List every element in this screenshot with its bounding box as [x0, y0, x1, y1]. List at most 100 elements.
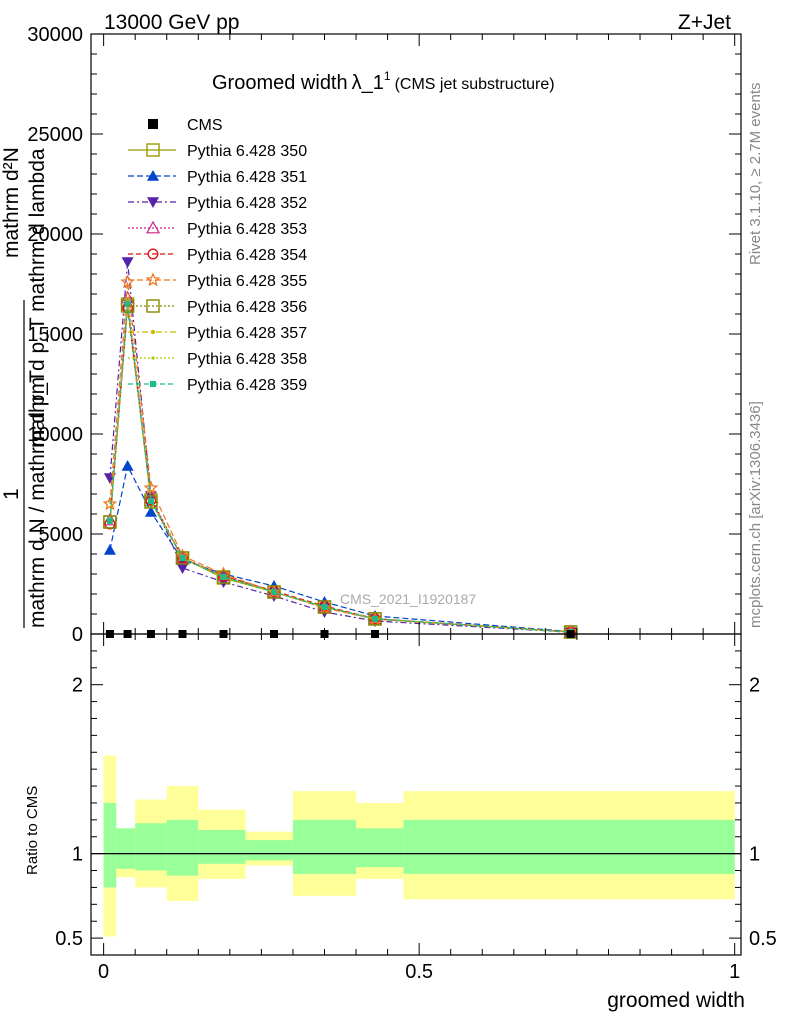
mc-point-triangle-down	[121, 257, 134, 268]
xtick-label: 0	[98, 961, 109, 983]
series-10	[106, 301, 574, 635]
mc-point-square-filled	[124, 301, 131, 307]
ytick-label: 5000	[39, 524, 84, 546]
ratio-green-band	[166, 819, 199, 876]
rivet-version-label: Rivet 3.1.10, ≥ 2.7M events	[747, 83, 764, 266]
series-5	[104, 302, 577, 638]
mc-point-square-open	[175, 551, 190, 565]
mcplots-label: mcplots.cern.ch [arXiv:1306.3436]	[747, 401, 764, 628]
legend-label: Pythia 6.428 355	[187, 273, 307, 290]
ratio-green-band	[116, 828, 136, 869]
ratio-plot-frame	[90, 633, 742, 956]
mc-point-square-open	[317, 600, 332, 614]
series-3	[103, 257, 577, 639]
mc-point-circle-open	[145, 494, 157, 506]
mc-point-star-open	[145, 272, 161, 287]
axes: 0 5000 10000 15000 20000 25000 30000 0 0.5 1 0.5 0.…	[27, 24, 776, 983]
legend-marker	[147, 197, 159, 208]
mc-point-square-filled	[147, 498, 154, 504]
ytick-label: 15000	[27, 324, 83, 346]
series-7	[103, 299, 578, 639]
plot-title: Groomed width λ_11 (CMS jet substructure)	[212, 69, 555, 94]
ytick-label: 30000	[27, 24, 83, 46]
mc-point-square-open	[146, 299, 160, 313]
legend-label: Pythia 6.428 350	[187, 143, 307, 160]
mc-point-triangle-down	[176, 563, 189, 574]
mc-point-triangle-up	[147, 170, 159, 181]
mc-point-triangle-up	[144, 506, 157, 517]
main-ylabel: mathrm d N / mathrm d p_T 1 mathrm d²N m…	[0, 147, 49, 628]
legend-label: Pythia 6.428 356	[187, 299, 307, 316]
legend-marker	[146, 143, 160, 157]
mc-point-square-filled	[371, 615, 378, 622]
series-line	[109, 307, 571, 633]
ytick-label: 0	[72, 624, 83, 646]
series-line	[109, 303, 571, 633]
ratio-ytick-label-right: 2	[749, 675, 760, 697]
ratio-ytick-label: 2	[72, 675, 83, 697]
mc-point-star-open	[120, 274, 135, 289]
ratio-green-band	[403, 819, 735, 874]
legend-marker	[147, 248, 159, 260]
ytick-label: 20000	[27, 224, 83, 246]
mc-curves	[102, 257, 578, 639]
series-line	[109, 261, 571, 633]
ratio-green-band	[356, 828, 404, 868]
energy-label: 13000 GeV pp	[104, 11, 239, 34]
mc-point-square-filled	[271, 589, 278, 595]
ratio-ytick-label: 0.5	[55, 928, 83, 950]
legend-label: Pythia 6.428 353	[187, 221, 307, 238]
legend-marker	[145, 272, 161, 287]
main-ylabel-line4: mathrm d N / mathrm d p_T	[26, 370, 49, 628]
mc-point-square-open	[146, 143, 160, 157]
legend-marker	[150, 381, 156, 387]
mc-point-dot	[150, 329, 156, 335]
mc-point-triangle-open	[145, 220, 161, 234]
mc-point-triangle-up	[121, 460, 134, 471]
main-ylabel-line3: 1	[0, 488, 23, 500]
ratio-green-band	[103, 802, 117, 888]
ratio-green-band	[245, 840, 293, 861]
mc-point-circle-open	[147, 248, 159, 260]
legend-marker	[150, 329, 156, 335]
ratio-ylabel: Ratio to CMS	[24, 786, 41, 875]
series-6	[102, 274, 578, 639]
legend-marker	[146, 299, 160, 313]
mc-point-circle-open	[177, 552, 188, 564]
legend-marker	[151, 356, 155, 360]
ratio-green-band	[135, 823, 167, 871]
series-line	[109, 301, 571, 633]
mc-point-dot-small	[151, 356, 155, 360]
legend-label: Pythia 6.428 354	[187, 247, 307, 264]
ratio-green-band	[198, 829, 246, 864]
legend-marker	[145, 220, 161, 234]
process-label: Z+Jet	[678, 11, 731, 34]
ytick-label: 25000	[27, 124, 83, 146]
ratio-ytick-label: 1	[72, 844, 83, 866]
legend-label: Pythia 6.428 358	[187, 351, 307, 368]
legend-label: Pythia 6.428 352	[187, 195, 307, 212]
analysis-watermark: CMS_2021_I1920187	[340, 591, 476, 607]
ytick-label: 10000	[27, 424, 83, 446]
series-1	[103, 297, 578, 639]
mc-point-square-filled	[150, 381, 156, 387]
mc-point-triangle-up	[103, 544, 116, 555]
mc-point-square-filled	[106, 518, 113, 524]
series-line	[109, 303, 571, 633]
plot-title-main: Groomed width	[212, 72, 348, 94]
xtick-label: 0.5	[405, 961, 433, 983]
plot-title-sup: 1	[384, 69, 391, 83]
main-ylabel-line2: mathrm d p_T mathrm d lambda	[26, 148, 49, 448]
series-4	[102, 290, 578, 638]
ratio-ytick-label-right: 1	[749, 844, 760, 866]
legend-cms-label: CMS	[187, 117, 223, 134]
mc-point-square-filled	[179, 555, 186, 561]
xtick-label: 1	[729, 961, 740, 983]
legend-label: Pythia 6.428 359	[187, 377, 307, 394]
legend: CMS Pythia 6.428 350 Pythia 6.428 351 Pythi…	[128, 117, 307, 394]
xlabel: groomed width	[607, 989, 745, 1012]
mc-point-triangle-down	[147, 197, 159, 208]
mc-point-square-open	[267, 585, 281, 599]
legend-cms-marker	[148, 119, 158, 129]
